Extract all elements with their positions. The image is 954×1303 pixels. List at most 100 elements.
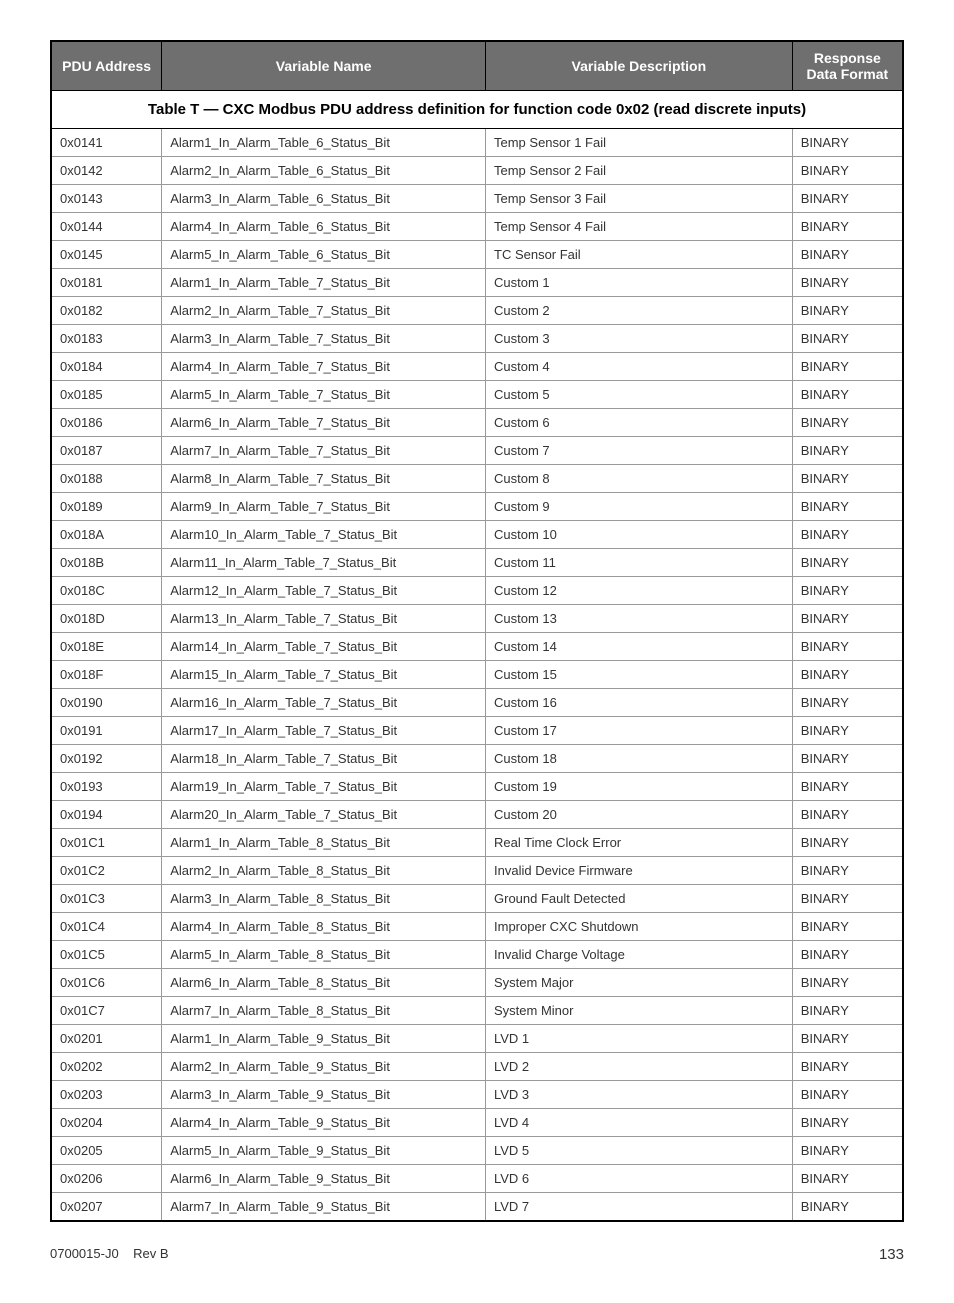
table-cell: Alarm5_In_Alarm_Table_9_Status_Bit (162, 1137, 486, 1165)
table-cell: Custom 9 (486, 493, 793, 521)
table-cell: BINARY (792, 465, 903, 493)
table-cell: Alarm10_In_Alarm_Table_7_Status_Bit (162, 521, 486, 549)
table-row: 0x0141Alarm1_In_Alarm_Table_6_Status_Bit… (51, 129, 903, 157)
table-cell: 0x0190 (51, 689, 162, 717)
table-cell: Custom 2 (486, 297, 793, 325)
table-cell: System Major (486, 969, 793, 997)
table-row: 0x0188Alarm8_In_Alarm_Table_7_Status_Bit… (51, 465, 903, 493)
table-cell: 0x01C1 (51, 829, 162, 857)
table-row: 0x0184Alarm4_In_Alarm_Table_7_Status_Bit… (51, 353, 903, 381)
table-cell: 0x0142 (51, 157, 162, 185)
table-row: 0x0192Alarm18_In_Alarm_Table_7_Status_Bi… (51, 745, 903, 773)
table-cell: Custom 3 (486, 325, 793, 353)
table-cell: 0x0201 (51, 1025, 162, 1053)
table-cell: Real Time Clock Error (486, 829, 793, 857)
table-cell: BINARY (792, 773, 903, 801)
table-cell: 0x0204 (51, 1109, 162, 1137)
table-cell: BINARY (792, 437, 903, 465)
table-cell: Alarm2_In_Alarm_Table_6_Status_Bit (162, 157, 486, 185)
table-cell: 0x0143 (51, 185, 162, 213)
table-cell: Alarm5_In_Alarm_Table_8_Status_Bit (162, 941, 486, 969)
table-cell: 0x0207 (51, 1193, 162, 1222)
table-cell: BINARY (792, 1137, 903, 1165)
table-cell: Alarm3_In_Alarm_Table_6_Status_Bit (162, 185, 486, 213)
table-cell: Custom 20 (486, 801, 793, 829)
table-cell: Custom 15 (486, 661, 793, 689)
table-cell: BINARY (792, 325, 903, 353)
table-cell: Invalid Device Firmware (486, 857, 793, 885)
table-cell: Alarm4_In_Alarm_Table_7_Status_Bit (162, 353, 486, 381)
table-cell: 0x0144 (51, 213, 162, 241)
table-cell: Alarm3_In_Alarm_Table_8_Status_Bit (162, 885, 486, 913)
table-cell: Temp Sensor 2 Fail (486, 157, 793, 185)
table-cell: BINARY (792, 1081, 903, 1109)
table-row: 0x0145Alarm5_In_Alarm_Table_6_Status_Bit… (51, 241, 903, 269)
table-cell: Custom 7 (486, 437, 793, 465)
table-cell: BINARY (792, 493, 903, 521)
table-cell: Custom 16 (486, 689, 793, 717)
table-cell: BINARY (792, 941, 903, 969)
table-cell: Custom 4 (486, 353, 793, 381)
table-row: 0x018CAlarm12_In_Alarm_Table_7_Status_Bi… (51, 577, 903, 605)
table-cell: LVD 3 (486, 1081, 793, 1109)
table-cell: Alarm1_In_Alarm_Table_6_Status_Bit (162, 129, 486, 157)
table-cell: 0x0182 (51, 297, 162, 325)
table-row: 0x0191Alarm17_In_Alarm_Table_7_Status_Bi… (51, 717, 903, 745)
table-cell: BINARY (792, 185, 903, 213)
table-cell: LVD 6 (486, 1165, 793, 1193)
table-cell: BINARY (792, 1053, 903, 1081)
table-cell: 0x0191 (51, 717, 162, 745)
table-row: 0x01C6Alarm6_In_Alarm_Table_8_Status_Bit… (51, 969, 903, 997)
page-footer: 0700015-J0 Rev B 133 (50, 1246, 904, 1263)
table-cell: BINARY (792, 381, 903, 409)
table-cell: 0x018F (51, 661, 162, 689)
table-cell: BINARY (792, 745, 903, 773)
table-cell: BINARY (792, 241, 903, 269)
table-cell: BINARY (792, 661, 903, 689)
table-body: 0x0141Alarm1_In_Alarm_Table_6_Status_Bit… (51, 129, 903, 1222)
table-row: 0x0181Alarm1_In_Alarm_Table_7_Status_Bit… (51, 269, 903, 297)
table-row: 0x0206Alarm6_In_Alarm_Table_9_Status_Bit… (51, 1165, 903, 1193)
table-cell: Alarm2_In_Alarm_Table_7_Status_Bit (162, 297, 486, 325)
table-cell: BINARY (792, 857, 903, 885)
table-cell: Alarm19_In_Alarm_Table_7_Status_Bit (162, 773, 486, 801)
table-row: 0x0183Alarm3_In_Alarm_Table_7_Status_Bit… (51, 325, 903, 353)
table-cell: LVD 1 (486, 1025, 793, 1053)
table-row: 0x0142Alarm2_In_Alarm_Table_6_Status_Bit… (51, 157, 903, 185)
table-cell: BINARY (792, 549, 903, 577)
table-cell: LVD 2 (486, 1053, 793, 1081)
table-cell: BINARY (792, 1165, 903, 1193)
table-cell: Alarm1_In_Alarm_Table_8_Status_Bit (162, 829, 486, 857)
table-cell: Temp Sensor 4 Fail (486, 213, 793, 241)
table-cell: BINARY (792, 577, 903, 605)
table-cell: 0x0193 (51, 773, 162, 801)
table-cell: Alarm1_In_Alarm_Table_7_Status_Bit (162, 269, 486, 297)
table-cell: 0x01C7 (51, 997, 162, 1025)
table-cell: BINARY (792, 997, 903, 1025)
table-row: 0x018EAlarm14_In_Alarm_Table_7_Status_Bi… (51, 633, 903, 661)
table-cell: 0x01C5 (51, 941, 162, 969)
table-cell: BINARY (792, 633, 903, 661)
table-cell: BINARY (792, 353, 903, 381)
table-cell: Custom 12 (486, 577, 793, 605)
table-cell: 0x0202 (51, 1053, 162, 1081)
table-row: 0x0182Alarm2_In_Alarm_Table_7_Status_Bit… (51, 297, 903, 325)
table-cell: 0x0183 (51, 325, 162, 353)
table-row: 0x0193Alarm19_In_Alarm_Table_7_Status_Bi… (51, 773, 903, 801)
table-cell: 0x0194 (51, 801, 162, 829)
table-cell: TC Sensor Fail (486, 241, 793, 269)
table-row: 0x0187Alarm7_In_Alarm_Table_7_Status_Bit… (51, 437, 903, 465)
table-cell: BINARY (792, 157, 903, 185)
modbus-pdu-table: Table T — CXC Modbus PDU address definit… (50, 40, 904, 1222)
table-cell: Alarm3_In_Alarm_Table_7_Status_Bit (162, 325, 486, 353)
table-cell: Alarm11_In_Alarm_Table_7_Status_Bit (162, 549, 486, 577)
table-cell: BINARY (792, 521, 903, 549)
footer-left: 0700015-J0 Rev B (50, 1246, 169, 1263)
table-cell: BINARY (792, 605, 903, 633)
table-row: 0x0143Alarm3_In_Alarm_Table_6_Status_Bit… (51, 185, 903, 213)
table-cell: 0x0189 (51, 493, 162, 521)
table-cell: Custom 19 (486, 773, 793, 801)
table-cell: 0x0203 (51, 1081, 162, 1109)
table-cell: Alarm5_In_Alarm_Table_6_Status_Bit (162, 241, 486, 269)
table-cell: System Minor (486, 997, 793, 1025)
